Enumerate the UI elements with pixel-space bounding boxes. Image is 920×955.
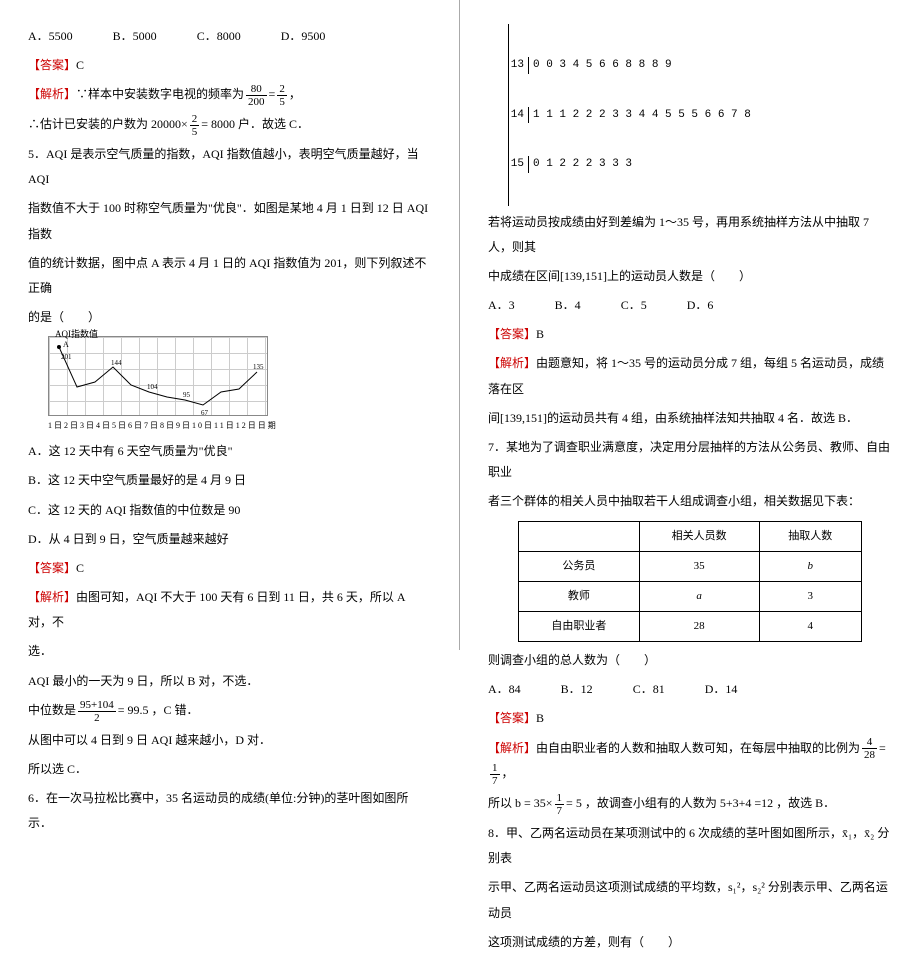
q6-stem: 6．在一次马拉松比赛中，35 名运动员的成绩(单位:分钟)的茎叶图如图所示． — [28, 786, 431, 836]
q4-options: A．5500 B．5000 C．8000 D．9500 — [28, 24, 431, 49]
text: = 8000 户．故选 C． — [201, 117, 309, 131]
q4-opt-c: C．8000 — [197, 24, 241, 49]
q4-opt-d: D．9500 — [281, 24, 326, 49]
left-column: A．5500 B．5000 C．8000 D．9500 【答案】C 【解析】∵样… — [0, 0, 460, 650]
q6-opt-c: C．5 — [621, 293, 647, 318]
q5-expl-5: 所以选 C． — [28, 757, 431, 782]
svg-text:144: 144 — [111, 359, 122, 367]
fraction: 17 — [555, 792, 565, 817]
svg-text:95: 95 — [183, 391, 191, 399]
answer-label: 【答案】 — [488, 327, 536, 341]
th-sample: 抽取人数 — [759, 521, 861, 551]
q6-opt-a: A．3 — [488, 293, 515, 318]
expl-label: 【解析】 — [28, 87, 76, 101]
answer-value: C — [76, 58, 84, 72]
th-count: 相关人员数 — [639, 521, 759, 551]
q5-opt-b: B．这 12 天中空气质量最好的是 4 月 9 日 — [28, 468, 431, 493]
svg-text:135: 135 — [253, 363, 264, 371]
q6-expl-2: 间[139,151]的运动员共有 4 组，由系统抽样法知共抽取 4 名．故选 B… — [488, 406, 892, 431]
q5-answer: 【答案】C — [28, 556, 431, 581]
q5-expl-2: AQI 最小的一天为 9 日，所以 B 对，不选． — [28, 669, 431, 694]
q7-opt-c: C．81 — [633, 677, 665, 702]
q5-opt-d: D．从 4 日到 9 日，空气质量越来越好 — [28, 527, 431, 552]
answer-label: 【答案】 — [488, 711, 536, 725]
q5-stem-3: 值的统计数据，图中点 A 表示 4 月 1 日的 AQI 指数值为 201，则下… — [28, 251, 431, 301]
fraction: 95+1042 — [78, 699, 116, 724]
right-column: 130 0 3 4 5 6 6 8 8 8 9 141 1 1 2 2 2 3 … — [460, 0, 920, 650]
q6-expl-1: 【解析】由题意知，将 1～35 号的运动员分成 7 组，每组 5 名运动员，成绩… — [488, 351, 892, 401]
q7-expl-1: 【解析】由自由职业者的人数和抽取人数可知，在每层中抽取的比例为428=17， — [488, 736, 892, 788]
answer-value: C — [76, 561, 84, 575]
q5-expl-1b: 选． — [28, 639, 431, 664]
q6-options: A．3 B．4 C．5 D．6 — [488, 293, 892, 318]
q5-expl-3: 中位数是95+1042= 99.5 ，C 错． — [28, 698, 431, 724]
svg-text:67: 67 — [201, 409, 209, 415]
q5-opt-c: C．这 12 天的 AQI 指数值的中位数是 90 — [28, 498, 431, 523]
q6-line1: 若将运动员按成绩由好到差编为 1～35 号，再用系统抽样方法从中抽取 7 人，则… — [488, 210, 892, 260]
q5-expl-4: 从图中可以 4 日到 9 日 AQI 越来越小，D 对． — [28, 728, 431, 753]
answer-label: 【答案】 — [28, 58, 76, 72]
q7-line1: 7．某地为了调查职业满意度，决定用分层抽样的方法从公务员、教师、自由职业 — [488, 435, 892, 485]
q6-opt-d: D．6 — [687, 293, 714, 318]
q6-answer: 【答案】B — [488, 322, 892, 347]
q8-line3: 这项测试成绩的方差，则有（ ） — [488, 930, 892, 955]
q7-opt-a: A．84 — [488, 677, 521, 702]
q4-opt-a: A．5500 — [28, 24, 73, 49]
text: ∵样本中安装数字电视的频率为 — [76, 87, 244, 101]
q4-opt-b: B．5000 — [113, 24, 157, 49]
q7-opt-d: D．14 — [705, 677, 738, 702]
q5-expl-1: 【解析】由图可知，AQI 不大于 100 天有 6 日到 11 日，共 6 天，… — [28, 585, 431, 635]
fraction: 80200 — [246, 83, 267, 108]
q7-opt-b: B．12 — [561, 677, 593, 702]
answer-value: B — [536, 327, 544, 341]
fraction: 17 — [490, 762, 500, 787]
q5-stem-1: 5．AQI 是表示空气质量的指数，AQI 指数值越小，表明空气质量越好，当 AQ… — [28, 142, 431, 192]
svg-text:A: A — [63, 340, 69, 349]
aqi-chart: AQI指数值 A 201 144 104 95 67 135 — [48, 336, 268, 416]
text: ∴估计已安装的户数为 20000× — [28, 117, 188, 131]
q7-line2: 者三个群体的相关人员中抽取若干人组成调查小组，相关数据见下表： — [488, 489, 892, 514]
q4-explanation-2: ∴估计已安装的户数为 20000×25= 8000 户．故选 C． — [28, 112, 431, 138]
q7-line3: 则调查小组的总人数为（ ） — [488, 648, 892, 673]
q7-expl-2: 所以 b = 35×17= 5 ，故调查小组有的人数为 5+3+4 =12 ，故… — [488, 791, 892, 817]
q4-explanation-1: 【解析】∵样本中安装数字电视的频率为80200=25， — [28, 82, 431, 108]
th-blank — [519, 521, 639, 551]
chart-x-axis: 1日2日3日4日5日6日7日8日9日10日11日12日日期 — [48, 418, 431, 435]
q8-line2: 示甲、乙两名运动员这项测试成绩的平均数，s₁²，s₂² 分别表示甲、乙两名运动员 — [488, 875, 892, 925]
svg-text:201: 201 — [61, 353, 72, 361]
q7-options: A．84 B．12 C．81 D．14 — [488, 677, 892, 702]
q8-line1: 8．甲、乙两名运动员在某项测试中的 6 次成绩的茎叶图如图所示，x̄₁，x̄₂ … — [488, 821, 892, 871]
answer-value: B — [536, 711, 544, 725]
q7-answer: 【答案】B — [488, 706, 892, 731]
q5-opt-a: A．这 12 天中有 6 天空气质量为"优良" — [28, 439, 431, 464]
answer-label: 【答案】 — [28, 561, 76, 575]
q5-stem-2: 指数值不大于 100 时称空气质量为"优良"．如图是某地 4 月 1 日到 12… — [28, 196, 431, 246]
svg-text:104: 104 — [147, 383, 158, 391]
chart-line: A 201 144 104 95 67 135 — [49, 337, 267, 415]
q6-line2: 中成绩在区间[139,151]上的运动员人数是（ ） — [488, 264, 892, 289]
q6-opt-b: B．4 — [555, 293, 581, 318]
stem-leaf-plot: 130 0 3 4 5 6 6 8 8 8 9 141 1 1 2 2 2 3 … — [508, 24, 892, 206]
expl-label: 【解析】 — [488, 741, 536, 755]
expl-label: 【解析】 — [28, 590, 76, 604]
q4-answer: 【答案】C — [28, 53, 431, 78]
fraction: 25 — [277, 83, 287, 108]
fraction: 428 — [862, 736, 877, 761]
fraction: 25 — [190, 113, 200, 138]
expl-label: 【解析】 — [488, 356, 536, 370]
q7-table: 相关人员数 抽取人数 公务员 35 b 教师 a 3 自由职业者 28 4 — [518, 521, 861, 642]
